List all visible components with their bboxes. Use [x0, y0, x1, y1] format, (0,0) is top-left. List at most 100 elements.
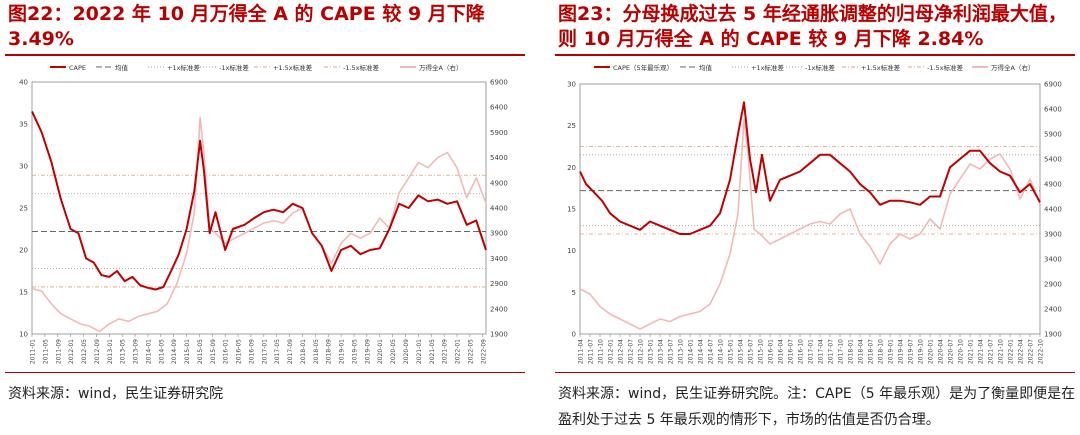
line-chart-cape-optimistic: CAPE（5年最乐观） 均值 +1x标准差 -1x标准差 +1.5x标准差 -1.5x标准… [567, 63, 1062, 364]
legend-label: +1x标准差 [751, 63, 784, 72]
legend-label: +1x标准差 [167, 63, 200, 72]
legend-label: 万得全A（右） [991, 63, 1034, 72]
y-left-tick-label: 5 [572, 289, 576, 297]
x-tick-label: 2022-10 [1038, 339, 1045, 364]
x-tick-label: 2022-01 [1008, 339, 1015, 364]
x-tick-label: 2013-09 [133, 339, 140, 364]
figure-title: 图23：分母换成过去 5 年经通胀调整的归母净利润最大值，则 10 月万得全 A… [558, 3, 1067, 50]
x-tick-label: 2017-01 [261, 339, 268, 364]
x-tick-label: 2019-07 [908, 339, 915, 364]
x-tick-label: 2014-04 [698, 339, 705, 364]
y-right-tick-label: 4400 [490, 205, 508, 213]
y-left-tick-label: 15 [567, 206, 576, 214]
y-right-tick-label: 2900 [490, 280, 508, 288]
x-tick-label: 2016-05 [236, 339, 243, 364]
x-tick-label: 2018-10 [878, 339, 885, 364]
y-right-tick-label: 3400 [1044, 256, 1062, 264]
y-right-tick-label: 6400 [1044, 106, 1062, 114]
x-tick-label: 2013-01 [107, 339, 114, 364]
x-tick-label: 2020-10 [958, 339, 965, 364]
x-tick-label: 2019-10 [918, 339, 925, 364]
x-tick-label: 2013-05 [120, 339, 127, 364]
x-tick-label: 2014-01 [688, 339, 695, 364]
y-right-tick-label: 1900 [1044, 331, 1062, 339]
x-tick-label: 2018-05 [313, 339, 320, 364]
x-tick-label: 2019-01 [339, 339, 346, 364]
x-tick-label: 2016-10 [798, 339, 805, 364]
x-tick-label: 2018-07 [868, 339, 875, 364]
x-tick-label: 2017-10 [838, 339, 845, 364]
x-tick-label: 2017-05 [274, 339, 281, 364]
x-tick-label: 2019-04 [898, 339, 905, 364]
x-tick-label: 2011-10 [598, 339, 605, 364]
plot-frame [31, 81, 487, 335]
y-left-tick-label: 35 [19, 121, 28, 129]
x-tick-label: 2014-09 [171, 339, 178, 364]
line-chart-cape: CAPE 均值 +1x标准差 -1x标准差 +1.5x标准差 -1.5x标准差 万得全A（右… [19, 63, 508, 364]
x-tick-label: 2022-09 [480, 339, 487, 364]
x-tick-label: 2015-04 [738, 339, 745, 364]
x-tick-label: 2020-04 [938, 339, 945, 364]
y-right-tick-label: 2400 [1044, 306, 1062, 314]
title-rule [555, 54, 1075, 56]
x-tick-label: 2014-01 [145, 339, 152, 364]
legend-label: 均值 [115, 63, 129, 72]
x-tick-label: 2021-05 [429, 339, 436, 364]
x-tick-label: 2022-07 [1028, 339, 1035, 364]
y-right-tick-label: 5900 [1044, 131, 1062, 139]
chart-panel-left: 图22：2022 年 10 月万得全 A 的 CAPE 较 9 月下降 3.49… [0, 0, 530, 435]
y-left-tick-label: 20 [567, 164, 576, 172]
y-right-tick-label: 5900 [490, 129, 508, 137]
y-right-tick-label: 1900 [490, 331, 508, 339]
source-note: 资料来源：wind，民生证券研究院 [8, 386, 224, 402]
x-tick-label: 2021-10 [998, 339, 1005, 364]
y-right-tick-label: 6900 [1044, 81, 1062, 89]
x-tick-label: 2015-09 [210, 339, 217, 364]
x-tick-label: 2019-09 [364, 339, 371, 364]
series-line-wind-all-a [579, 118, 1041, 330]
y-right-tick-label: 3400 [490, 255, 508, 263]
y-right-tick-label: 2400 [490, 305, 508, 313]
x-tick-label: 2011-01 [30, 339, 37, 364]
y-right-tick-label: 6400 [490, 104, 508, 112]
y-left-tick-label: 30 [19, 163, 28, 171]
y-left-tick-label: 20 [19, 247, 28, 255]
x-tick-label: 2016-01 [223, 339, 230, 364]
x-tick-label: 2012-01 [608, 339, 615, 364]
x-tick-label: 2020-09 [403, 339, 410, 364]
y-left-tick-label: 25 [19, 205, 28, 213]
x-tick-label: 2016-07 [788, 339, 795, 364]
y-right-tick-label: 3900 [490, 230, 508, 238]
legend-label: 均值 [699, 63, 713, 72]
x-tick-label: 2017-07 [828, 339, 835, 364]
chart-panel-right: 图23：分母换成过去 5 年经通胀调整的归母净利润最大值，则 10 月万得全 A… [550, 0, 1080, 435]
legend-label: CAPE [69, 64, 86, 72]
figure-title: 图22：2022 年 10 月万得全 A 的 CAPE 较 9 月下降 3.49… [8, 3, 485, 50]
x-tick-label: 2012-05 [81, 339, 88, 364]
x-tick-label: 2012-10 [638, 339, 645, 364]
legend-label: +1.5x标准差 [861, 63, 901, 72]
x-tick-label: 2015-01 [728, 339, 735, 364]
x-tick-label: 2012-01 [68, 339, 75, 364]
x-tick-label: 2017-09 [287, 339, 294, 364]
y-left-tick-label: 25 [567, 122, 576, 130]
x-tick-label: 2019-01 [888, 339, 895, 364]
x-tick-label: 2012-04 [618, 339, 625, 364]
x-tick-label: 2018-01 [848, 339, 855, 364]
y-right-tick-label: 4900 [1044, 181, 1062, 189]
series-line-cape [31, 110, 487, 291]
y-right-tick-label: 3900 [1044, 231, 1062, 239]
x-tick-label: 2013-07 [668, 339, 675, 364]
y-left-tick-label: 40 [19, 79, 28, 87]
x-tick-label: 2019-05 [351, 339, 358, 364]
legend-label: -1.5x标准差 [343, 63, 380, 72]
legend-label: -1.5x标准差 [927, 63, 964, 72]
y-left-tick-label: 0 [572, 331, 576, 339]
x-tick-label: 2014-07 [708, 339, 715, 364]
x-tick-label: 2011-04 [578, 339, 585, 364]
x-tick-label: 2016-04 [778, 339, 785, 364]
y-left-tick-label: 15 [19, 289, 28, 297]
x-tick-label: 2015-05 [197, 339, 204, 364]
x-tick-label: 2021-09 [442, 339, 449, 364]
y-left-tick-label: 10 [19, 331, 28, 339]
